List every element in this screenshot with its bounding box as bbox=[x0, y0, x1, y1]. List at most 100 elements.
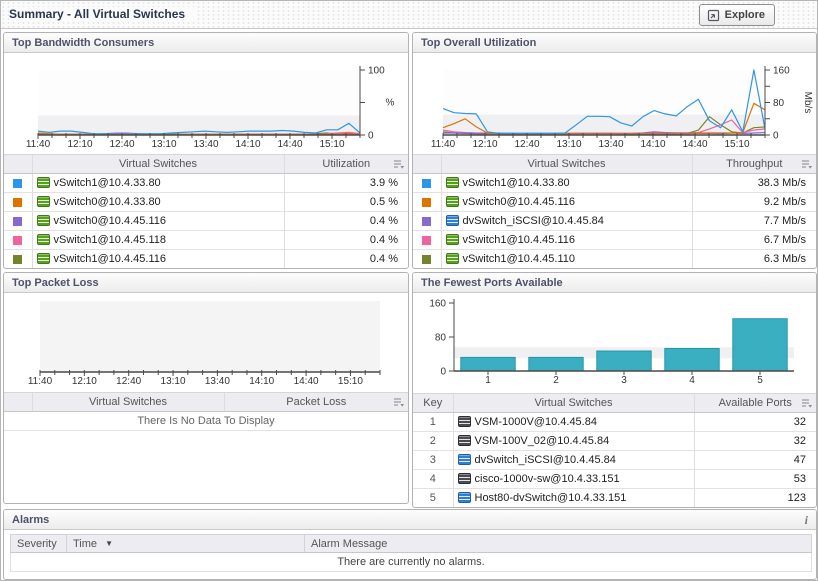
column-menu-icon[interactable] bbox=[393, 159, 405, 170]
column-header-swatch[interactable] bbox=[413, 154, 441, 174]
svg-text:12:40: 12:40 bbox=[514, 139, 539, 150]
svg-text:11:40: 11:40 bbox=[431, 139, 456, 150]
svg-text:12:10: 12:10 bbox=[72, 376, 97, 387]
svg-text:11:40: 11:40 bbox=[28, 376, 53, 387]
key-cell: 2 bbox=[413, 431, 453, 451]
packet-loss-line-chart: 11:40 12:10 12:40 13:10 13:40 14:10 14:40 15:10 bbox=[4, 293, 408, 392]
column-header-virtual-switches[interactable]: Virtual Switches bbox=[440, 154, 692, 174]
switch-name-cell: vSwitch0@10.4.45.116 bbox=[440, 192, 692, 212]
svg-text:12:40: 12:40 bbox=[109, 139, 134, 150]
table-row[interactable]: vSwitch0@10.4.45.116 9.2 Mb/s bbox=[413, 192, 816, 212]
table-row[interactable]: 3 dvSwitch_iSCSI@10.4.45.84 47 bbox=[413, 450, 816, 470]
switch-name-cell: vSwitch1@10.4.45.110 bbox=[440, 249, 692, 268]
table-row[interactable]: vSwitch1@10.4.45.110 6.3 Mb/s bbox=[413, 249, 816, 268]
table-row[interactable]: vSwitch0@10.4.45.116 0.4 % bbox=[4, 211, 408, 231]
switch-name-cell: vSwitch0@10.4.33.80 bbox=[31, 192, 284, 212]
svg-text:12:40: 12:40 bbox=[116, 376, 141, 387]
column-header-alarm-message[interactable]: Alarm Message bbox=[304, 534, 812, 553]
series-color-swatch bbox=[13, 216, 23, 226]
column-header-time[interactable]: Time ▼ bbox=[66, 534, 305, 553]
table-row[interactable]: 4 cisco-1000v-sw@10.4.33.151 53 bbox=[413, 469, 816, 489]
switch-name-cell: vSwitch0@10.4.45.116 bbox=[31, 211, 284, 231]
column-header-virtual-switches[interactable]: Virtual Switches bbox=[31, 392, 224, 412]
table-row[interactable]: dvSwitch_iSCSI@10.4.45.84 7.7 Mb/s bbox=[413, 211, 816, 231]
page-header: Summary - All Virtual Switches Explore bbox=[1, 1, 817, 29]
column-header-severity[interactable]: Severity bbox=[10, 534, 67, 553]
series-swatch-cell bbox=[4, 192, 32, 212]
table-row[interactable]: vSwitch1@10.4.33.80 38.3 Mb/s bbox=[413, 173, 816, 193]
switch-name-cell: vSwitch1@10.4.45.116 bbox=[31, 249, 284, 268]
series-color-swatch bbox=[422, 197, 432, 207]
svg-text:Mb/s: Mb/s bbox=[802, 92, 813, 114]
column-header-available-ports[interactable]: Available Ports bbox=[693, 393, 816, 413]
explore-button[interactable]: Explore bbox=[698, 4, 775, 26]
column-header-virtual-switches[interactable]: Virtual Switches bbox=[31, 154, 284, 174]
value-cell: 0.4 % bbox=[283, 230, 408, 250]
key-cell: 5 bbox=[413, 488, 453, 507]
column-header-key[interactable]: Key bbox=[413, 393, 453, 413]
switch-name-cell: dvSwitch_iSCSI@10.4.45.84 bbox=[440, 211, 692, 231]
column-menu-icon[interactable] bbox=[393, 397, 405, 408]
svg-text:13:40: 13:40 bbox=[598, 139, 623, 150]
panel-title: The Fewest Ports Available bbox=[413, 273, 816, 293]
svg-text:0: 0 bbox=[368, 131, 374, 142]
column-menu-icon[interactable] bbox=[801, 159, 813, 170]
table-row[interactable]: 5 Host80-dvSwitch@10.4.33.151 123 bbox=[413, 488, 816, 507]
table-row[interactable]: 1 VSM-1000V@10.4.45.84 32 bbox=[413, 412, 816, 432]
column-header-swatch[interactable] bbox=[4, 154, 32, 174]
series-swatch-cell bbox=[413, 211, 441, 231]
alarms-table: Severity Time ▼ Alarm Message There are … bbox=[10, 534, 812, 572]
svg-text:14:40: 14:40 bbox=[277, 139, 302, 150]
column-menu-icon[interactable] bbox=[801, 398, 813, 409]
svg-text:13:40: 13:40 bbox=[193, 139, 218, 150]
switch-name-cell: vSwitch1@10.4.45.118 bbox=[31, 230, 284, 250]
panel-title: Top Packet Loss bbox=[4, 273, 408, 293]
switch-name-cell: vSwitch1@10.4.33.80 bbox=[31, 173, 284, 193]
table-row[interactable]: vSwitch0@10.4.33.80 0.5 % bbox=[4, 192, 408, 212]
svg-text:12:10: 12:10 bbox=[67, 139, 92, 150]
series-color-swatch bbox=[422, 235, 432, 245]
svg-text:14:10: 14:10 bbox=[249, 376, 274, 387]
column-header-virtual-switches[interactable]: Virtual Switches bbox=[452, 393, 694, 413]
table-row[interactable]: 2 VSM-100V_02@10.4.45.84 32 bbox=[413, 431, 816, 451]
panel-top-overall-utilization: Top Overall Utilization 11:40 12:10 12:40 1… bbox=[412, 32, 817, 269]
switch-name-cell: dvSwitch_iSCSI@10.4.45.84 bbox=[452, 450, 694, 470]
cisco-dark-icon bbox=[457, 473, 471, 484]
svg-text:13:40: 13:40 bbox=[205, 376, 230, 387]
switch-name-cell: vSwitch1@10.4.45.116 bbox=[440, 230, 692, 250]
svg-text:0: 0 bbox=[773, 131, 779, 142]
svg-text:160: 160 bbox=[773, 66, 790, 77]
vswitch-green-icon bbox=[36, 253, 50, 264]
svg-text:1: 1 bbox=[485, 375, 491, 386]
cisco-dark-icon bbox=[457, 435, 471, 446]
switch-name-cell: vSwitch1@10.4.33.80 bbox=[440, 173, 692, 193]
available-ports-bar-chart: 1 2 3 4 5 0 80 160 bbox=[413, 293, 816, 405]
panel-title: Top Overall Utilization bbox=[413, 33, 816, 53]
dvswitch-blue-icon bbox=[457, 454, 471, 465]
bandwidth-table: Virtual Switches Utilization vSwitch1@10… bbox=[4, 154, 408, 268]
explore-icon bbox=[707, 9, 719, 21]
vswitch-green-icon bbox=[445, 253, 459, 264]
info-icon[interactable]: i bbox=[804, 513, 808, 527]
column-header-throughput[interactable]: Throughput bbox=[691, 154, 816, 174]
value-cell: 32 bbox=[693, 431, 816, 451]
table-row[interactable]: vSwitch1@10.4.45.116 6.7 Mb/s bbox=[413, 230, 816, 250]
table-row[interactable]: vSwitch1@10.4.33.80 3.9 % bbox=[4, 173, 408, 193]
svg-text:3: 3 bbox=[621, 375, 627, 386]
value-cell: 47 bbox=[693, 450, 816, 470]
value-cell: 0.4 % bbox=[283, 211, 408, 231]
svg-text:15:10: 15:10 bbox=[319, 139, 344, 150]
series-swatch-cell bbox=[4, 249, 32, 268]
cisco-dark-icon bbox=[457, 416, 471, 427]
table-row[interactable]: vSwitch1@10.4.45.118 0.4 % bbox=[4, 230, 408, 250]
table-row[interactable]: vSwitch1@10.4.45.116 0.4 % bbox=[4, 249, 408, 268]
column-header-packet-loss[interactable]: Packet Loss bbox=[223, 392, 408, 412]
column-header-swatch[interactable] bbox=[4, 392, 32, 412]
no-alarms-message: There are currently no alarms. bbox=[10, 552, 812, 572]
bandwidth-line-chart: 11:40 12:10 12:40 13:10 13:40 14:10 14:40 15:10… bbox=[4, 53, 408, 153]
table-row: There Is No Data To Display bbox=[4, 411, 408, 431]
series-swatch-cell bbox=[413, 249, 441, 268]
switch-name-cell: Host80-dvSwitch@10.4.33.151 bbox=[452, 488, 694, 507]
column-header-utilization[interactable]: Utilization bbox=[283, 154, 408, 174]
